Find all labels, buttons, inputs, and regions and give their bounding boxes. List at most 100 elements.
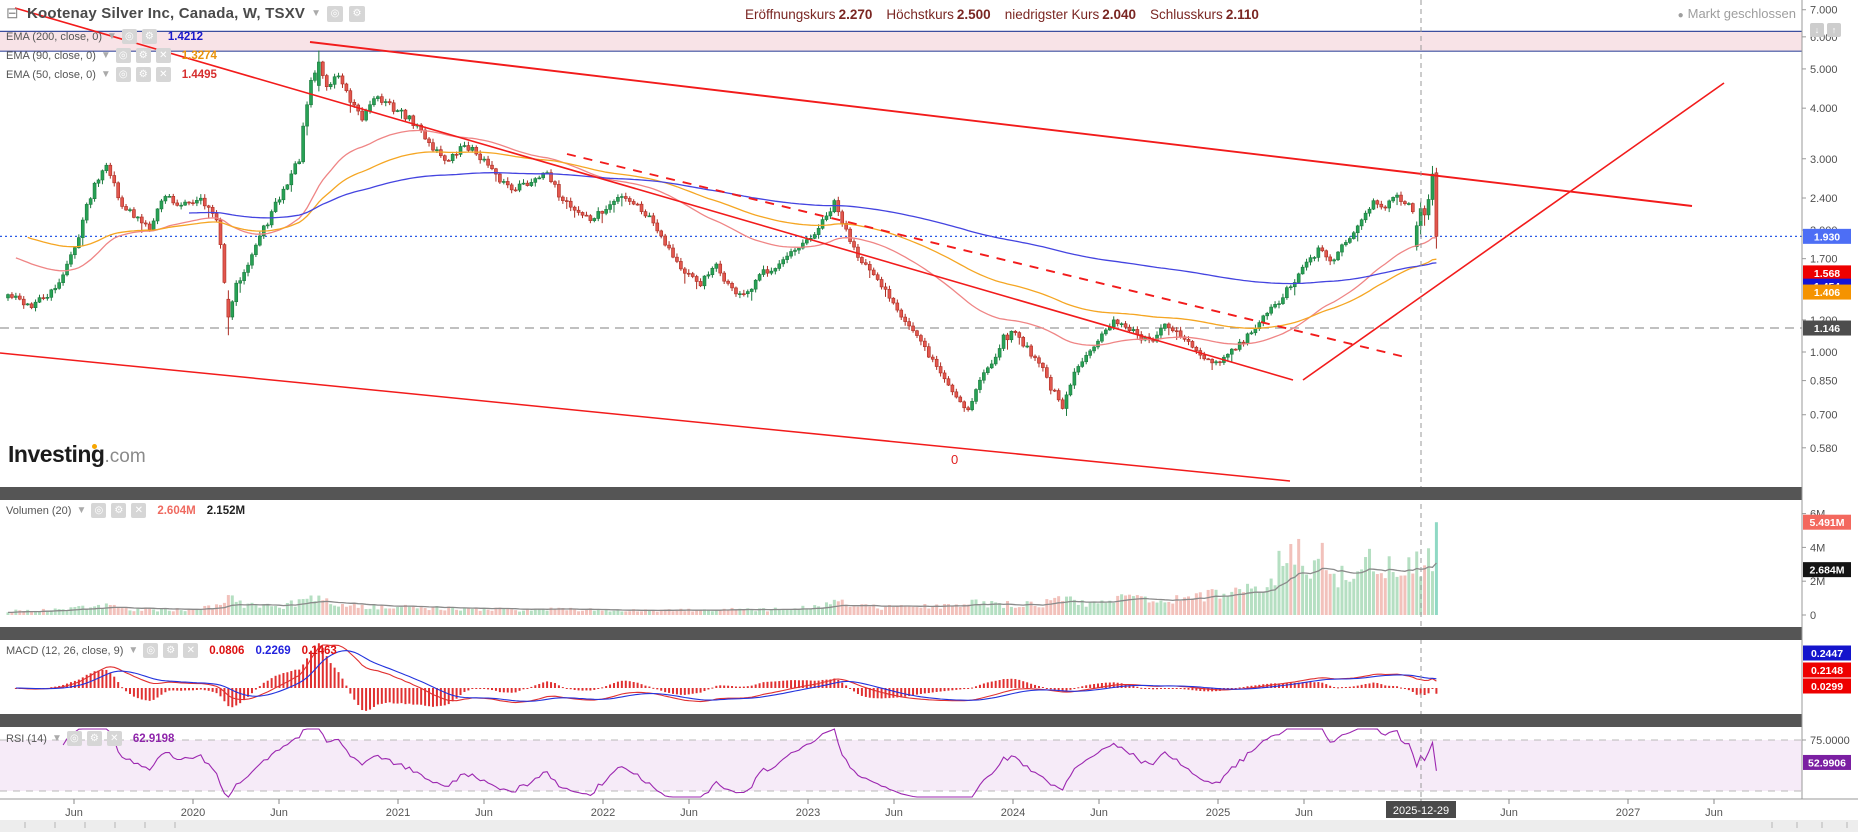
collapse-panel-icon[interactable]: ⊟ xyxy=(6,5,19,22)
ema-50-value: 1.4495 xyxy=(181,68,217,81)
trendline-lower-channel-0[interactable] xyxy=(0,352,1291,482)
svg-text:0.700: 0.700 xyxy=(1810,410,1838,422)
svg-text:0.580: 0.580 xyxy=(1810,443,1838,455)
settings-gear-icon[interactable]: ⚙ xyxy=(141,29,157,44)
trendline-upper-channel[interactable] xyxy=(309,41,1693,207)
svg-text:Jun: Jun xyxy=(680,807,698,819)
svg-text:7.000: 7.000 xyxy=(1810,5,1838,17)
chevron-down-icon[interactable]: ▼ xyxy=(107,31,117,42)
candlestick-series xyxy=(6,50,1439,416)
close-icon[interactable]: ✕ xyxy=(155,67,171,82)
axis-scale-buttons: ↓ ↑ xyxy=(1810,23,1841,37)
visibility-icon[interactable]: ◎ xyxy=(115,67,131,82)
svg-text:4M: 4M xyxy=(1810,542,1825,554)
svg-text:Jun: Jun xyxy=(65,807,83,819)
chevron-down-icon[interactable]: ▼ xyxy=(100,50,111,61)
market-status: ● Markt geschlossen xyxy=(1677,6,1796,21)
ema-50-label[interactable]: EMA (50, close, 0) xyxy=(6,68,96,81)
axis-badge: 0.0299 xyxy=(1803,678,1851,694)
close-icon[interactable]: ✕ xyxy=(155,48,171,63)
svg-text:0.2148: 0.2148 xyxy=(1811,665,1843,677)
ema-200-value: 1.4212 xyxy=(167,30,204,43)
panel-separator-3[interactable] xyxy=(0,714,1858,727)
svg-text:1.000: 1.000 xyxy=(1810,347,1838,359)
arrow-down-icon[interactable]: ↓ xyxy=(1810,23,1824,37)
chevron-down-icon[interactable]: ▼ xyxy=(100,69,111,80)
volume-series xyxy=(6,522,1438,615)
status-dot-icon: ● xyxy=(1677,10,1684,21)
ema-90-value: 1.3274 xyxy=(181,49,217,62)
ema-90-label[interactable]: EMA (90, close, 0) xyxy=(6,49,96,62)
rsi-label[interactable]: RSI (14) xyxy=(6,732,47,745)
macd-label[interactable]: MACD (12, 26, close, 9) xyxy=(6,644,124,657)
visibility-icon[interactable]: ◎ xyxy=(115,48,131,63)
chevron-down-icon[interactable]: ▼ xyxy=(128,645,139,656)
time-axis[interactable]: Jun 2020 Jun 2021 Jun 2022 Jun 2023 Jun 2024 Jun 20… xyxy=(0,798,1858,832)
svg-text:1.930: 1.930 xyxy=(1814,231,1840,243)
macd-value-2: 0.2269 xyxy=(255,644,291,657)
panel-separator-2[interactable] xyxy=(0,627,1858,640)
rsi-header-row: RSI (14) ▼ ◎ ⚙ ✕ 62.9198 xyxy=(6,731,174,746)
axis-badge: 1.930 xyxy=(1803,228,1851,244)
visibility-icon[interactable]: ◎ xyxy=(121,29,137,44)
svg-text:0.0299: 0.0299 xyxy=(1811,681,1843,693)
trendline-zero-label: 0 xyxy=(951,452,959,467)
trendline-dashed-downtrend[interactable] xyxy=(566,153,1406,358)
ema-90-row: EMA (90, close, 0) ▼ ◎ ⚙ ✕ 1.3274 xyxy=(6,48,217,63)
settings-gear-icon[interactable]: ⚙ xyxy=(135,48,151,63)
svg-text:75.0000: 75.0000 xyxy=(1810,735,1850,747)
macd-value-1: 0.0806 xyxy=(209,644,245,657)
settings-gear-icon[interactable]: ⚙ xyxy=(349,5,366,22)
axis-badge: 5.491M xyxy=(1803,514,1851,530)
resistance-zone-band[interactable] xyxy=(0,30,1802,52)
macd-header-row: MACD (12, 26, close, 9) ▼ ◎ ⚙ ✕ 0.0806 0… xyxy=(6,643,337,658)
axis-badge: 1.568 xyxy=(1803,265,1851,281)
trendline-rising-breakout[interactable] xyxy=(1302,82,1725,381)
investing-logo: Investing.com xyxy=(8,441,146,467)
axis-badge: 0.2148 xyxy=(1803,662,1851,678)
close-icon[interactable]: ✕ xyxy=(183,643,199,658)
svg-text:2M: 2M xyxy=(1810,576,1825,588)
visibility-icon[interactable]: ◎ xyxy=(66,731,82,746)
volume-label[interactable]: Volumen (20) xyxy=(6,504,72,517)
chevron-down-icon[interactable]: ▼ xyxy=(311,8,322,19)
bottom-scroll-strip[interactable] xyxy=(0,820,1858,832)
svg-text:Jun: Jun xyxy=(475,807,493,819)
ema-200-row: EMA (200, close, 0) ▼ ◎ ⚙ 1.4212 xyxy=(6,29,203,44)
close-icon[interactable]: ✕ xyxy=(131,503,147,518)
svg-text:Jun: Jun xyxy=(1295,807,1313,819)
settings-gear-icon[interactable]: ⚙ xyxy=(135,67,151,82)
close-icon[interactable]: ✕ xyxy=(106,731,122,746)
settings-gear-icon[interactable]: ⚙ xyxy=(111,503,127,518)
ema-200-label[interactable]: EMA (200, close, 0) xyxy=(6,30,102,43)
axis-badge: 0.2447 xyxy=(1803,645,1851,661)
visibility-icon[interactable]: ◎ xyxy=(91,503,107,518)
svg-text:3.000: 3.000 xyxy=(1810,154,1838,166)
price-axis[interactable]: 7.0006.0005.0004.0003.0002.4002.0001.700… xyxy=(1801,0,1858,799)
arrow-up-icon[interactable]: ↑ xyxy=(1827,23,1841,37)
svg-text:2025: 2025 xyxy=(1206,807,1230,819)
svg-text:Jun: Jun xyxy=(1500,807,1518,819)
svg-text:2024: 2024 xyxy=(1001,807,1025,819)
trendline-steep-downtrend[interactable] xyxy=(14,7,1294,381)
panel-separator-1[interactable] xyxy=(0,487,1858,500)
trendline-drawings[interactable] xyxy=(0,7,1725,482)
chevron-down-icon[interactable]: ▼ xyxy=(76,505,87,516)
chevron-down-icon[interactable]: ▼ xyxy=(51,733,62,744)
visibility-icon[interactable]: ◎ xyxy=(143,643,159,658)
svg-text:Jun: Jun xyxy=(1090,807,1108,819)
volume-ma-value: 2.604M xyxy=(157,504,196,517)
title-bar: ⊟ Kootenay Silver Inc, Canada, W, TSXV ▼… xyxy=(6,5,366,22)
svg-text:2027: 2027 xyxy=(1616,807,1640,819)
settings-gear-icon[interactable]: ⚙ xyxy=(163,643,179,658)
volume-current-value: 2.152M xyxy=(206,504,246,517)
symbol-title[interactable]: Kootenay Silver Inc, Canada, W, TSXV xyxy=(27,5,306,22)
svg-text:5.000: 5.000 xyxy=(1810,64,1838,76)
axis-badge: 1.406 xyxy=(1803,284,1851,300)
visibility-icon[interactable]: ◎ xyxy=(327,5,344,22)
rsi-series xyxy=(0,728,1802,798)
svg-text:Jun: Jun xyxy=(270,807,288,819)
svg-text:2020: 2020 xyxy=(181,807,205,819)
settings-gear-icon[interactable]: ⚙ xyxy=(86,731,102,746)
